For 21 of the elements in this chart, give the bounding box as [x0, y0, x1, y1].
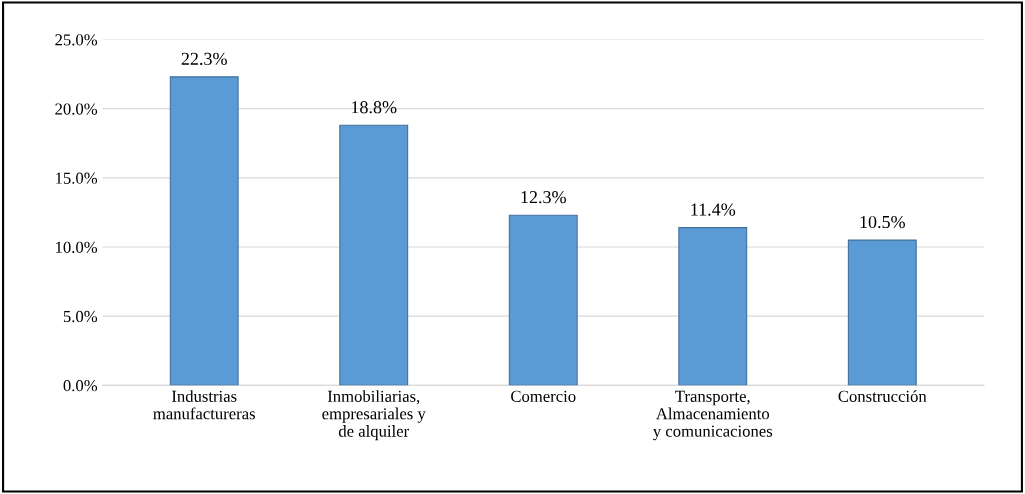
bar: [169, 76, 239, 386]
y-tick-label: 25.0%: [55, 34, 98, 46]
data-label: 10.5%: [860, 215, 905, 229]
bar: [678, 227, 748, 386]
bar: [847, 239, 917, 386]
y-tick-label: 20.0%: [55, 103, 98, 115]
x-tick-label: Inmobiliarias, empresariales y de alquiler: [322, 390, 426, 441]
bar: [339, 124, 409, 386]
y-tick-label: 15.0%: [56, 172, 98, 184]
x-tick-label: Comercio: [511, 390, 576, 402]
x-tick-label: Transporte, Almacenamiento y comunicaciones: [653, 390, 773, 441]
y-tick-label: 0.0%: [63, 380, 98, 392]
data-label: 12.3%: [521, 191, 566, 204]
x-tick-label: Construcción: [838, 390, 927, 402]
y-tick-label: 5.0%: [63, 310, 98, 323]
data-label: 11.4%: [691, 203, 736, 216]
data-label: 18.8%: [352, 101, 397, 114]
bar: [508, 214, 578, 386]
x-tick-label: Industrias manufactureras: [153, 390, 255, 420]
data-label: 22.3%: [181, 52, 227, 65]
y-tick-label: 10.0%: [56, 241, 98, 254]
